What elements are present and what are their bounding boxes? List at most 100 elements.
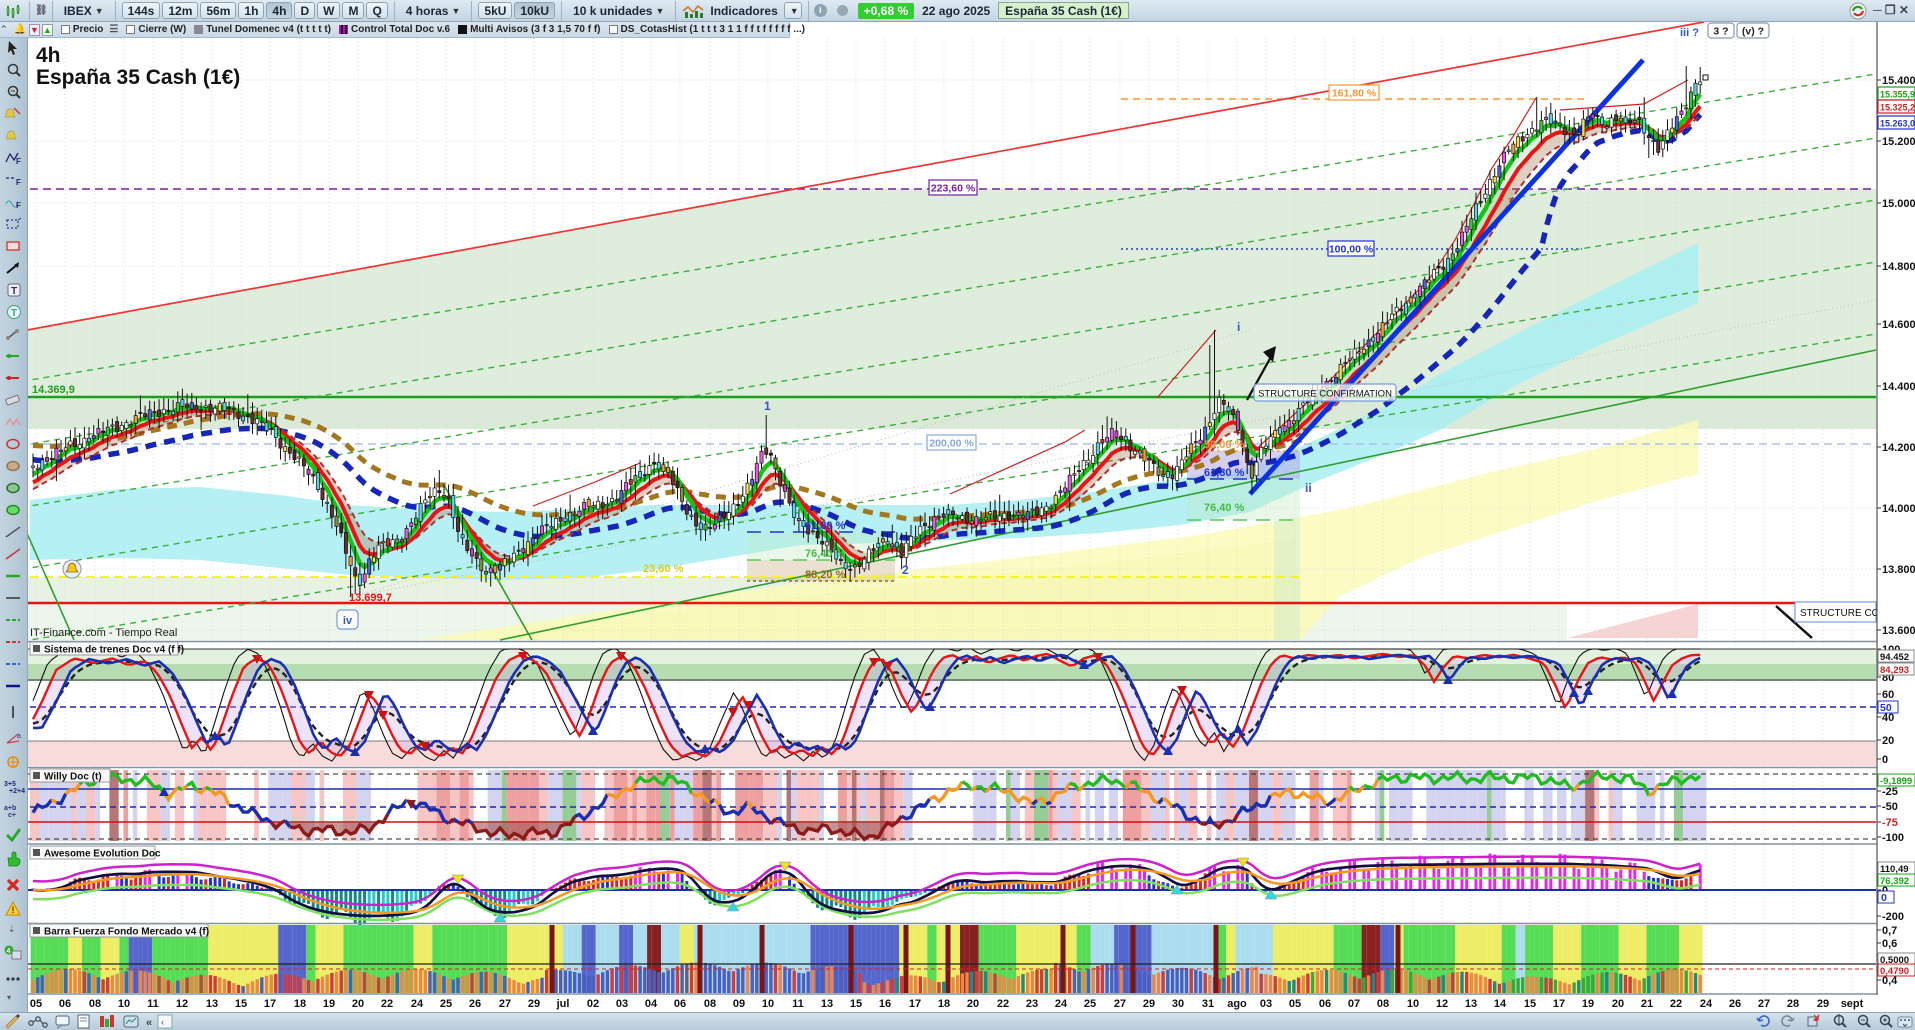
svg-text:22: 22 (381, 998, 393, 1010)
svg-text:84,293: 84,293 (1880, 665, 1909, 676)
svg-text:08: 08 (89, 998, 101, 1010)
svg-text:100,00 %: 100,00 % (1329, 244, 1374, 256)
svg-text:-200: -200 (1882, 911, 1904, 923)
svg-text:24: 24 (411, 998, 424, 1010)
svg-text:-9,1899: -9,1899 (1880, 776, 1912, 787)
svg-text:20: 20 (1882, 735, 1894, 747)
svg-text:iv: iv (343, 615, 353, 627)
svg-text:15: 15 (850, 998, 862, 1010)
svg-text:16: 16 (879, 998, 891, 1010)
svg-text:11: 11 (792, 998, 804, 1010)
svg-text:19: 19 (323, 998, 335, 1010)
svg-text:08: 08 (704, 998, 716, 1010)
svg-text:«: « (146, 1017, 152, 1029)
svg-text:13.600: 13.600 (1882, 625, 1915, 637)
svg-text:200,00 %: 200,00 % (929, 438, 974, 450)
svg-text:iii ?: iii ? (1680, 27, 1699, 39)
svg-text:-100: -100 (1882, 832, 1904, 844)
svg-text:20: 20 (1612, 998, 1624, 1010)
svg-text:30: 30 (1172, 998, 1184, 1010)
svg-text:15.400: 15.400 (1882, 75, 1915, 87)
svg-text:76,40 %: 76,40 % (1204, 502, 1245, 514)
svg-text:+2+4: +2+4 (9, 788, 25, 794)
svg-text:ago: ago (1227, 998, 1247, 1010)
svg-text:sept: sept (1841, 998, 1864, 1010)
svg-text:50: 50 (1880, 702, 1892, 714)
svg-text:10: 10 (762, 998, 774, 1010)
svg-text:14.369,9: 14.369,9 (32, 384, 75, 396)
svg-text:0,4790: 0,4790 (1880, 966, 1909, 977)
svg-text:a+b: a+b (4, 805, 16, 812)
svg-text:-25: -25 (1882, 786, 1898, 798)
svg-text:15.200: 15.200 (1882, 136, 1915, 148)
svg-text:23: 23 (1026, 998, 1038, 1010)
svg-text:22: 22 (1670, 998, 1682, 1010)
svg-text:24: 24 (1700, 998, 1713, 1010)
svg-text:11: 11 (147, 998, 159, 1010)
svg-text:25: 25 (440, 998, 452, 1010)
svg-text:10: 10 (1407, 998, 1419, 1010)
svg-text:50,00 %: 50,00 % (1204, 439, 1245, 451)
svg-text:0: 0 (1882, 754, 1888, 766)
svg-text:29: 29 (1143, 998, 1155, 1010)
svg-text:05: 05 (1289, 998, 1301, 1010)
svg-text:Willy Doc (t): Willy Doc (t) (44, 772, 102, 783)
svg-text:0,4: 0,4 (1882, 975, 1898, 987)
svg-text:▾: ▾ (7, 993, 11, 1002)
svg-text:STRUCTURE CO: STRUCTURE CO (1800, 608, 1880, 619)
svg-text:23,60 %: 23,60 % (643, 563, 684, 575)
svg-text:12: 12 (1436, 998, 1448, 1010)
svg-text:07: 07 (1348, 998, 1360, 1010)
svg-text:15: 15 (1524, 998, 1536, 1010)
svg-text:05: 05 (30, 998, 42, 1010)
svg-text:0,5000: 0,5000 (1880, 955, 1909, 966)
svg-text:1: 1 (764, 399, 771, 413)
svg-text:02: 02 (587, 998, 599, 1010)
svg-text:17: 17 (1553, 998, 1565, 1010)
svg-text:18: 18 (938, 998, 950, 1010)
svg-text:04: 04 (645, 998, 658, 1010)
svg-text:0,7: 0,7 (1882, 925, 1897, 937)
svg-text:21: 21 (1641, 998, 1653, 1010)
svg-text:161,80 %: 161,80 % (1332, 88, 1377, 100)
svg-text:19: 19 (1582, 998, 1594, 1010)
svg-text:29: 29 (528, 998, 540, 1010)
svg-text:15.263,0: 15.263,0 (1880, 119, 1915, 129)
svg-text:F: F (16, 201, 21, 210)
svg-text:27: 27 (499, 998, 511, 1010)
svg-text:13.800: 13.800 (1882, 564, 1915, 576)
svg-text:17: 17 (264, 998, 276, 1010)
svg-text:i: i (1237, 320, 1240, 334)
svg-text:-50: -50 (1882, 801, 1898, 813)
svg-text:15.325,2: 15.325,2 (1880, 103, 1915, 113)
svg-text:13.699,7: 13.699,7 (349, 592, 392, 604)
svg-text:F: F (16, 157, 21, 166)
svg-text:18: 18 (294, 998, 306, 1010)
svg-text:2: 2 (902, 563, 909, 577)
svg-text:14.600: 14.600 (1882, 319, 1915, 331)
svg-text:Sistema de trenes Doc v4 (f f): Sistema de trenes Doc v4 (f f) (44, 645, 184, 656)
svg-text:76,40 %: 76,40 % (805, 548, 846, 560)
svg-text:15.000: 15.000 (1882, 198, 1915, 210)
svg-text:29: 29 (1817, 998, 1829, 1010)
svg-text:14.000: 14.000 (1882, 503, 1915, 515)
svg-text:12: 12 (176, 998, 188, 1010)
svg-text:T: T (11, 286, 17, 297)
svg-text:25: 25 (1084, 998, 1096, 1010)
svg-text:4: 4 (7, 948, 11, 955)
svg-text:‹: ‹ (161, 1017, 164, 1027)
svg-text:⇣: ⇣ (8, 924, 16, 934)
svg-text:60: 60 (1882, 689, 1894, 701)
svg-text:T: T (11, 308, 17, 319)
svg-text:06: 06 (59, 998, 71, 1010)
svg-text:14.400: 14.400 (1882, 381, 1915, 393)
svg-text:13: 13 (1465, 998, 1477, 1010)
svg-text:20: 20 (967, 998, 979, 1010)
svg-text:94.452: 94.452 (1880, 652, 1909, 663)
svg-text:22: 22 (997, 998, 1009, 1010)
svg-text:14: 14 (1494, 998, 1507, 1010)
svg-text:a: a (17, 733, 21, 740)
svg-text:17: 17 (909, 998, 921, 1010)
svg-text:28: 28 (1787, 998, 1799, 1010)
svg-text:(v) ?: (v) ? (1742, 26, 1764, 38)
